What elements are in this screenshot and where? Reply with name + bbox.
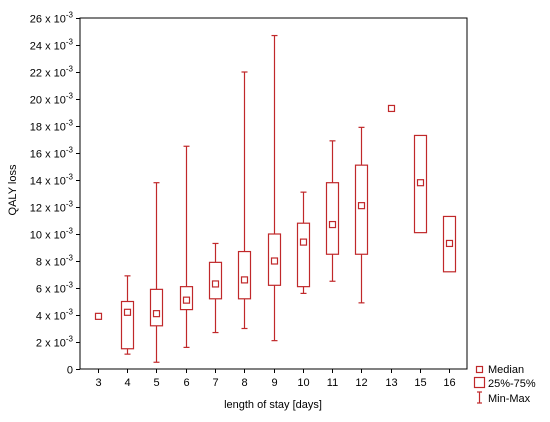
median-marker xyxy=(94,312,103,320)
median-marker xyxy=(211,280,220,288)
median-marker xyxy=(445,239,454,248)
box-group xyxy=(120,275,135,355)
legend-whisker-label: Min-Max xyxy=(488,393,531,405)
y-tick-exponent: -3 xyxy=(66,200,74,209)
x-tick-label: 15 xyxy=(414,377,426,389)
box-group xyxy=(354,126,369,304)
box-group xyxy=(442,215,457,273)
x-tick-label: 6 xyxy=(183,377,189,389)
box-group xyxy=(325,140,340,282)
box-group xyxy=(94,312,103,320)
legend-box-marker xyxy=(473,376,486,389)
y-tick-exponent: -3 xyxy=(66,335,74,344)
y-tick-exponent: -3 xyxy=(66,281,74,290)
box-group xyxy=(413,134,428,234)
y-tick-label: 16 x 10-3 xyxy=(30,146,74,161)
median-marker xyxy=(182,296,191,304)
median-marker xyxy=(357,202,366,210)
y-axis: 0 2 x 10-3 4 x 10-3 6 x 10-3 8 x 10-3 10 x 10… xyxy=(30,11,80,377)
median-marker xyxy=(240,276,249,284)
y-tick-label: 20 x 10-3 xyxy=(30,92,74,107)
y-tick-exponent: -3 xyxy=(66,92,74,101)
box-group xyxy=(149,182,164,363)
y-tick-label: 0 xyxy=(67,365,73,377)
median-marker xyxy=(328,220,337,229)
y-tick-exponent: -3 xyxy=(66,119,74,128)
x-tick-label: 9 xyxy=(271,377,277,389)
y-tick-label: 10 x 10-3 xyxy=(30,227,74,242)
y-tick-exponent: -3 xyxy=(66,65,74,74)
median-marker xyxy=(270,257,279,265)
x-tick-label: 4 xyxy=(124,377,130,389)
y-tick-label: 2 x 10-3 xyxy=(36,335,74,350)
iqr-box xyxy=(237,250,252,300)
legend-whisker-marker xyxy=(477,391,482,404)
plot-frame xyxy=(79,17,468,370)
median-marker xyxy=(299,238,308,246)
y-tick-label: 24 x 10-3 xyxy=(30,38,74,53)
legend: Median 25%-75% Min-Max xyxy=(473,364,536,405)
median-marker xyxy=(416,179,425,187)
box-group xyxy=(179,145,194,348)
y-tick-label: 22 x 10-3 xyxy=(30,65,74,80)
y-tick-label: 12 x 10-3 xyxy=(30,200,74,215)
y-tick-exponent: -3 xyxy=(66,146,74,155)
y-tick-exponent: -3 xyxy=(66,227,74,236)
x-tick-label: 11 xyxy=(327,377,338,389)
x-tick-label: 5 xyxy=(153,377,159,389)
median-marker xyxy=(152,310,161,318)
y-tick-exponent: -3 xyxy=(66,254,74,263)
median-marker xyxy=(123,308,132,316)
x-tick-label: 8 xyxy=(241,377,247,389)
box-series xyxy=(94,34,457,363)
box-group xyxy=(387,104,396,113)
iqr-box xyxy=(296,222,311,288)
median-marker xyxy=(387,104,396,113)
x-axis: 3 4 5 6 7 8 9 10 11 12 13 15 16 xyxy=(95,369,456,389)
y-tick-label: 26 x 10-3 xyxy=(30,11,74,26)
iqr-box xyxy=(325,182,340,255)
y-tick-label: 4 x 10-3 xyxy=(36,308,74,323)
y-tick-exponent: -3 xyxy=(66,11,74,20)
box-group xyxy=(267,34,282,342)
x-tick-label: 7 xyxy=(212,377,218,389)
x-axis-title: length of stay [days] xyxy=(224,399,322,411)
y-tick-exponent: -3 xyxy=(66,173,74,182)
y-tick-label: 18 x 10-3 xyxy=(30,119,74,134)
legend-median-label: Median xyxy=(488,364,524,376)
y-tick-label: 6 x 10-3 xyxy=(36,281,74,296)
legend-box-label: 25%-75% xyxy=(488,378,536,390)
y-axis-title: QALY loss xyxy=(7,164,19,215)
x-tick-label: 10 xyxy=(297,377,309,389)
y-tick-label: 8 x 10-3 xyxy=(36,254,74,269)
y-tick-exponent: -3 xyxy=(66,308,74,317)
iqr-box xyxy=(149,288,164,327)
legend-median-marker xyxy=(475,365,484,374)
box-group xyxy=(237,71,252,330)
box-group xyxy=(296,191,311,294)
iqr-box xyxy=(120,300,135,350)
x-tick-label: 13 xyxy=(385,377,397,389)
y-tick-exponent: -3 xyxy=(66,38,74,47)
x-tick-label: 16 xyxy=(443,377,455,389)
box-group xyxy=(208,242,223,334)
iqr-box xyxy=(354,164,369,255)
x-tick-label: 3 xyxy=(95,377,101,389)
x-tick-label: 12 xyxy=(355,377,367,389)
y-tick-label: 14 x 10-3 xyxy=(30,173,74,188)
